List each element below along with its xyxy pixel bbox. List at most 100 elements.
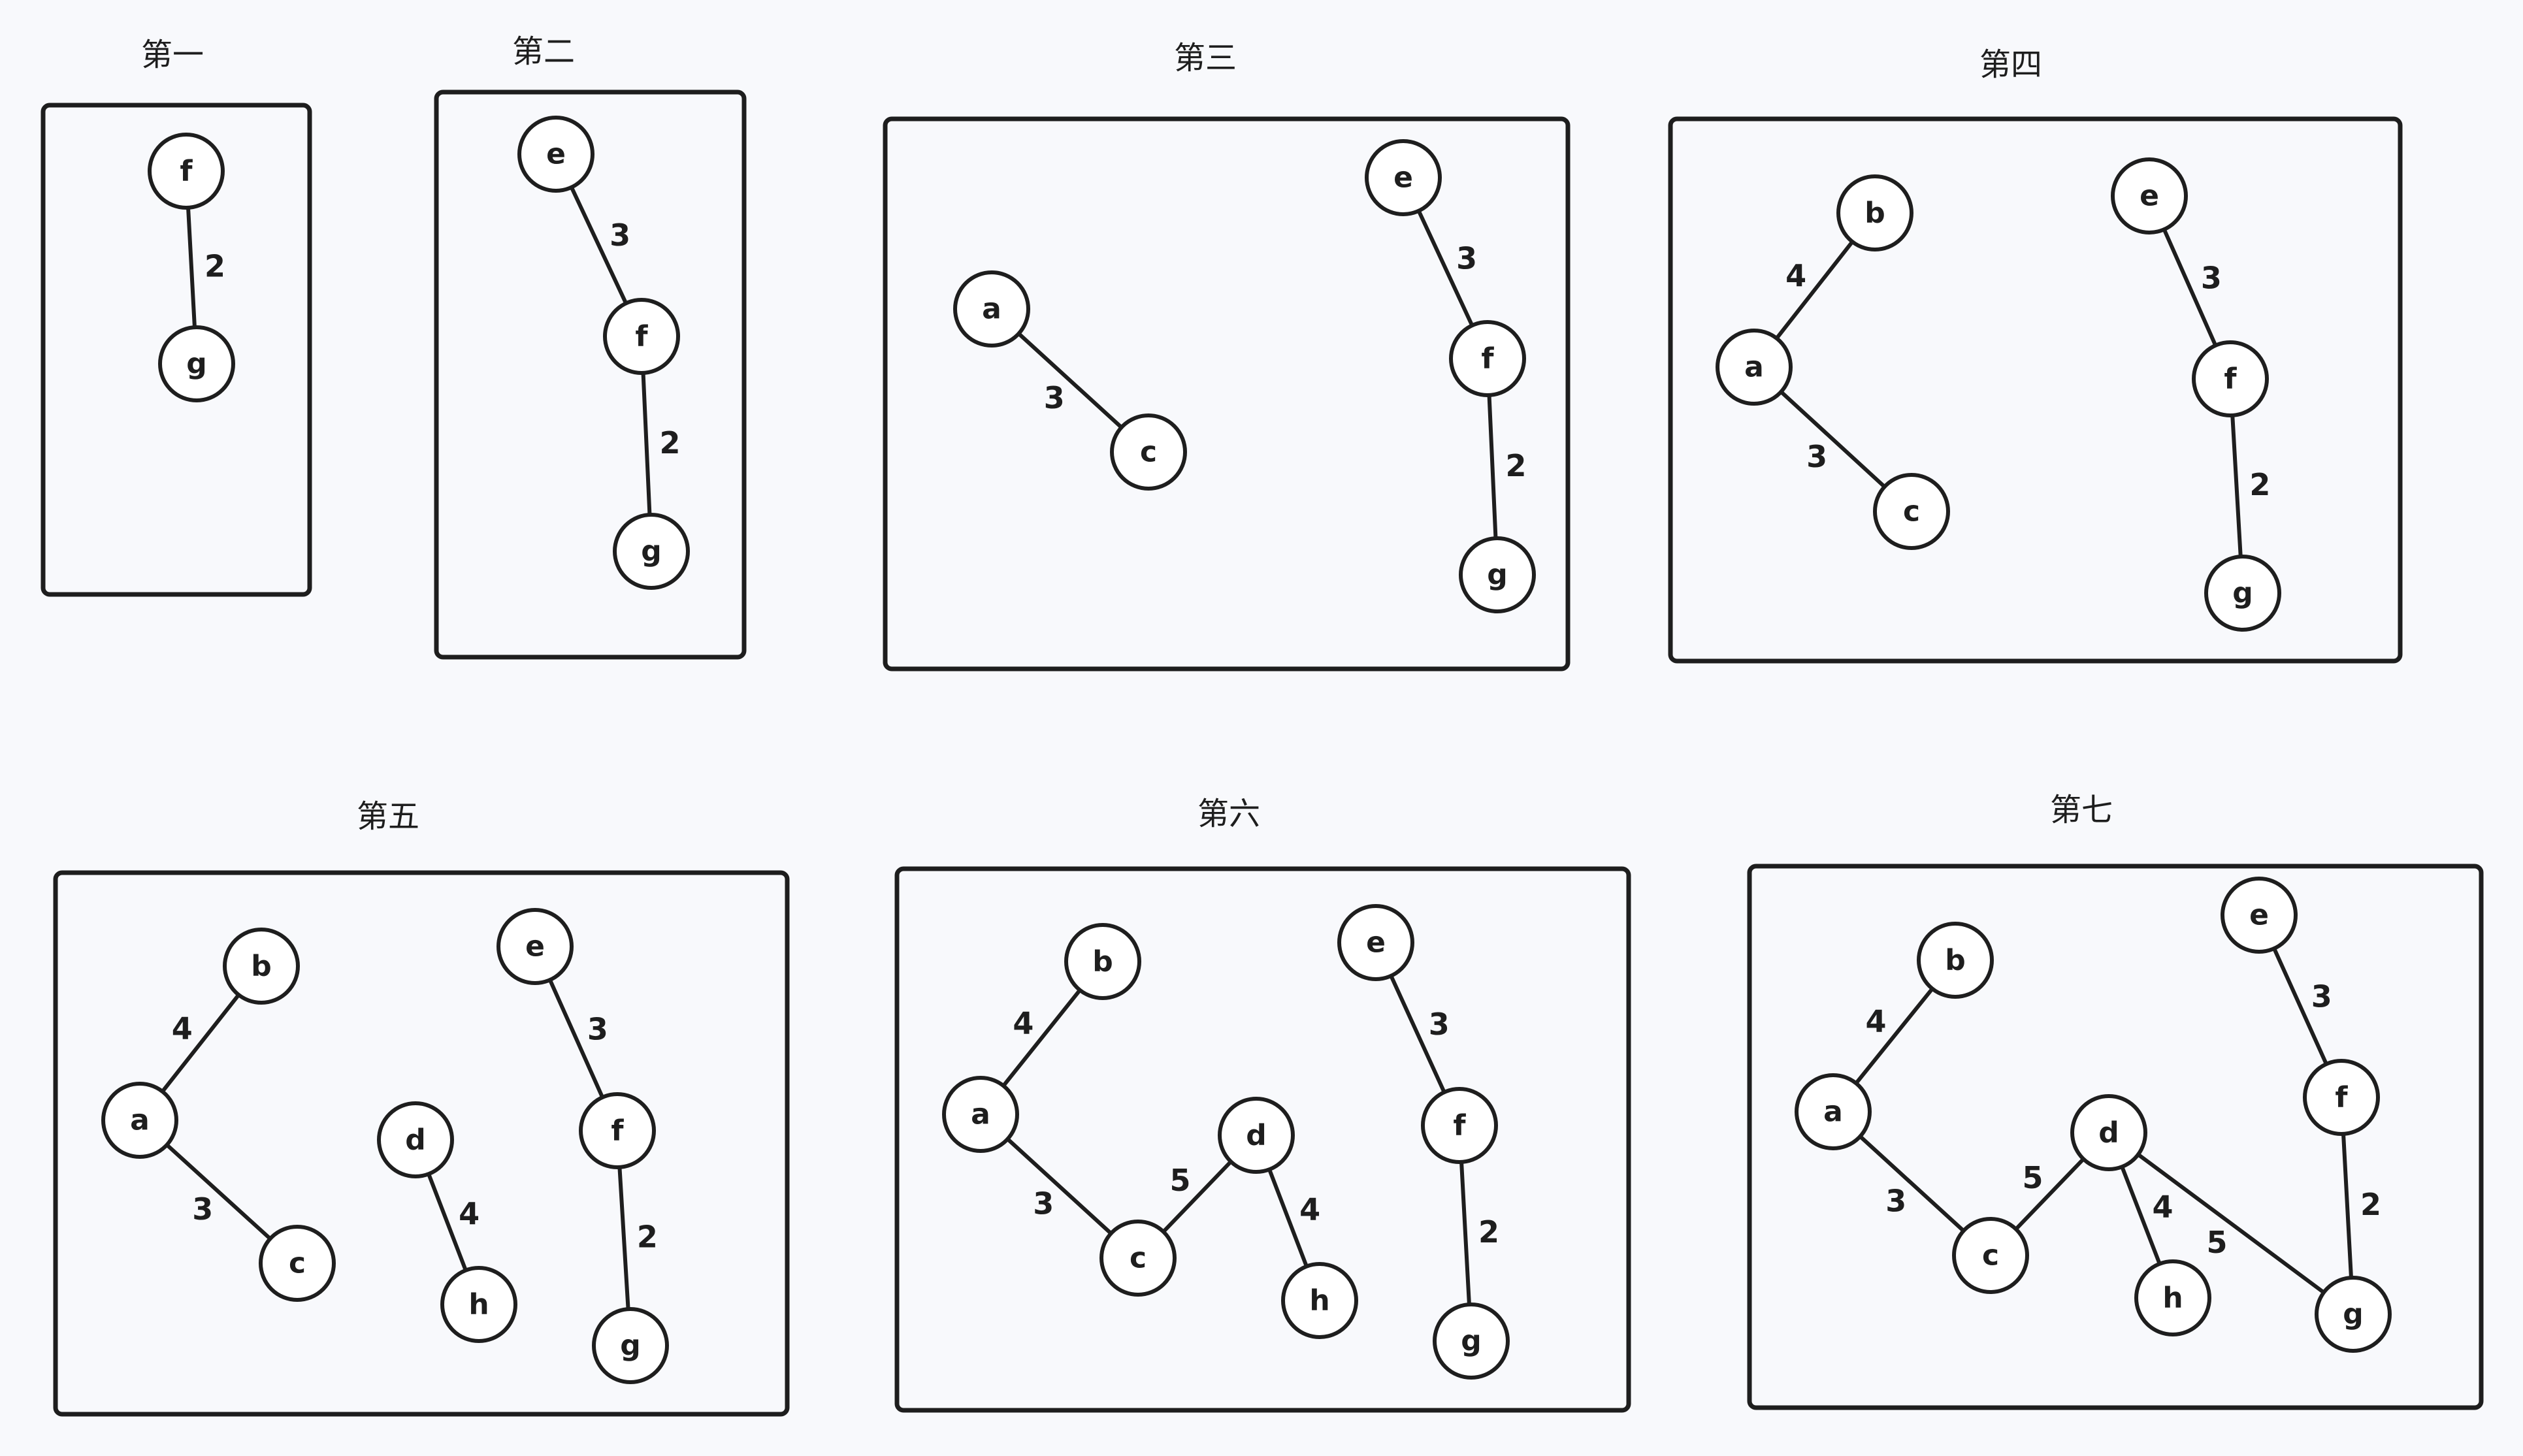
edge-e-f [2162,227,2218,348]
node-label: f [180,155,193,188]
node-label: a [1823,1095,1843,1129]
node-label: e [2249,899,2269,932]
edge-e-f [1389,973,1446,1095]
edge-weight-f-g: 2 [637,1219,658,1254]
node-circle [1218,1097,1295,1174]
node-g: g [613,513,690,590]
edge-weight-e-f: 3 [1456,240,1477,276]
node-circle [1449,320,1526,397]
edge-weight-e-f: 3 [2201,260,2222,295]
node-label: e [525,930,545,963]
edge-weight-e-f: 3 [1429,1007,1450,1042]
edge-e-f [1416,208,1474,328]
node-circle [1952,1217,2029,1294]
edge-weight-c-d: 5 [2023,1160,2043,1195]
edge-weight-f-g: 2 [204,249,225,284]
edge-weight-e-f: 3 [2311,979,2332,1014]
node-label: g [2343,1298,2364,1331]
node-g: g [158,325,235,402]
node-label: h [2162,1282,2183,1315]
panel-title: 第五 [357,798,419,835]
node-label: e [2140,180,2159,213]
node-f: f [579,1092,656,1169]
node-label: f [1481,342,1494,376]
node-circle [377,1101,454,1178]
node-circle [1365,139,1442,216]
node-a: a [101,1082,178,1159]
node-label: c [1130,1242,1147,1275]
node-a: a [1795,1073,1872,1150]
edge-b-a [1854,986,1934,1086]
node-label: e [546,138,566,171]
node-circle [1064,923,1141,1000]
node-label: f [2224,363,2237,396]
node-d: d [377,1101,454,1178]
edge-weight-e-f: 3 [587,1011,608,1046]
node-label: d [1246,1119,1267,1152]
edge-b-a [160,992,241,1094]
node-circle [1433,1302,1510,1380]
edge-c-d [2013,1157,2086,1231]
node-c: c [1873,473,1950,550]
edge-weight-d-g: 5 [2207,1225,2228,1260]
node-label: g [2232,577,2253,610]
node-label: c [1903,495,1920,528]
node-label: a [1744,351,1764,384]
node-e: e [2221,877,2298,954]
node-e: e [2111,157,2188,235]
edge-weight-b-a: 4 [1865,1003,1886,1039]
node-label: b [251,950,272,983]
node-circle [2303,1059,2380,1136]
node-circle [259,1225,336,1302]
node-h: h [440,1266,517,1343]
node-circle [2221,877,2298,954]
edge-a-c [1005,1137,1113,1236]
node-circle [2134,1259,2211,1336]
node-label: g [620,1329,641,1363]
node-d: d [1218,1097,1295,1174]
panel-frame [883,116,1571,671]
edge-e-f [547,978,605,1099]
node-circle [158,325,235,402]
node-e: e [1365,139,1442,216]
node-label: f [611,1114,624,1148]
edge-weight-e-f: 3 [610,218,630,253]
node-label: b [1092,945,1113,979]
step-panel: 第三 3 3 2 a c e f g [883,40,1571,671]
node-b: b [1064,923,1141,1000]
node-circle [1795,1073,1872,1150]
panel-title: 第七 [2050,792,2113,828]
step-panel: 第四 4 3 3 2 b a c e f g [1668,46,2403,664]
node-circle [603,298,680,375]
edge-weight-b-a: 4 [1013,1006,1034,1041]
node-d: d [2070,1094,2147,1171]
node-a: a [942,1076,1019,1153]
edge-weight-a-c: 3 [1033,1186,1054,1221]
node-circle [517,116,594,193]
node-circle [1836,174,1913,251]
node-label: e [1393,161,1413,195]
node-circle [1421,1087,1498,1164]
node-e: e [517,116,594,193]
edge-weight-a-c: 3 [1806,439,1827,474]
edge-b-a [1001,988,1082,1088]
panel-frame [1668,116,2403,664]
node-circle [2204,555,2281,632]
node-circle [942,1076,1019,1153]
node-h: h [1281,1262,1358,1339]
node-label: a [130,1104,150,1137]
edge-f-g [641,370,652,517]
node-circle [1110,413,1187,491]
edge-weight-f-g: 2 [659,425,680,461]
node-circle [613,513,690,590]
edge-weight-d-h: 4 [459,1196,480,1231]
node-label: e [1366,926,1386,960]
node-c: c [1099,1220,1177,1297]
edge-weight-f-g: 2 [1478,1214,1499,1250]
node-g: g [1433,1302,1510,1380]
node-circle [2111,157,2188,235]
edge-d-h [2120,1165,2162,1266]
step-panel: 第一 2 f g [41,37,312,597]
